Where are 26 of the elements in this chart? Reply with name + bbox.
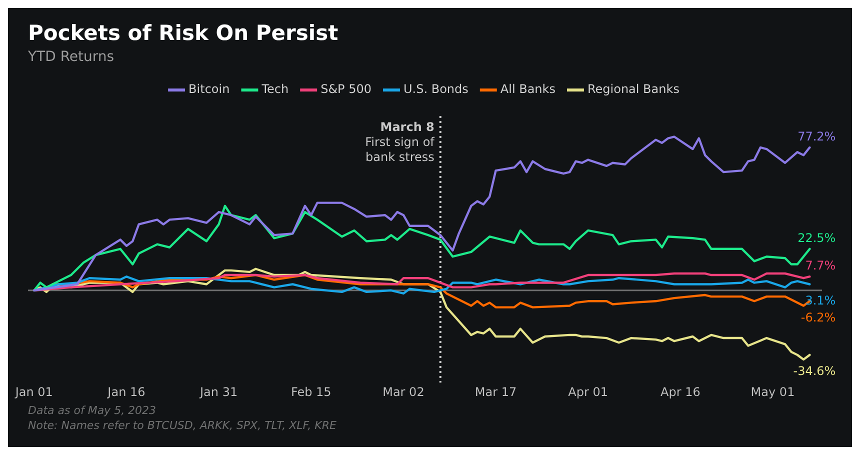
annotation: 77.2%: [798, 130, 836, 144]
x-tick-label: Feb 15: [290, 384, 332, 399]
x-tick-label: Mar 02: [382, 384, 424, 399]
text: Data as of May 5, 2023: [28, 403, 158, 418]
legend-label: Regional Banks: [587, 82, 680, 96]
legend-label: Bitcoin: [188, 82, 230, 96]
annotation: 22.5%: [798, 231, 836, 246]
annotation: -6.2%: [800, 310, 836, 324]
annotation: 3.1%: [805, 293, 836, 308]
legend-label: All Banks: [500, 82, 556, 96]
text: Note: Names refer to BTCUSD, ARKK, SPX, TLT, XLF, KRE: [28, 418, 338, 433]
x-tick-label: Jan 16: [106, 384, 146, 399]
chart-subtitle: YTD Returns: [27, 49, 114, 66]
x-tick-label: Jan 31: [199, 384, 238, 399]
legend-label: Tech: [260, 82, 289, 96]
chart-title: Pockets of Risk On Persist: [28, 21, 338, 46]
x-tick-label: Mar 17: [474, 384, 517, 399]
annotation: 7.7%: [805, 258, 836, 273]
x-tick-label: Jan 01: [14, 384, 53, 399]
legend-label: U.S. Bonds: [404, 82, 468, 96]
annotation: -34.6%: [793, 364, 836, 378]
x-tick-label: Apr 01: [568, 384, 608, 399]
x-tick-label: Apr 16: [660, 384, 700, 399]
legend-label: S&P 500: [320, 82, 372, 96]
x-tick-label: May 01: [750, 384, 795, 399]
ref-line-label: March 8 First sign of bank stress: [365, 120, 436, 164]
